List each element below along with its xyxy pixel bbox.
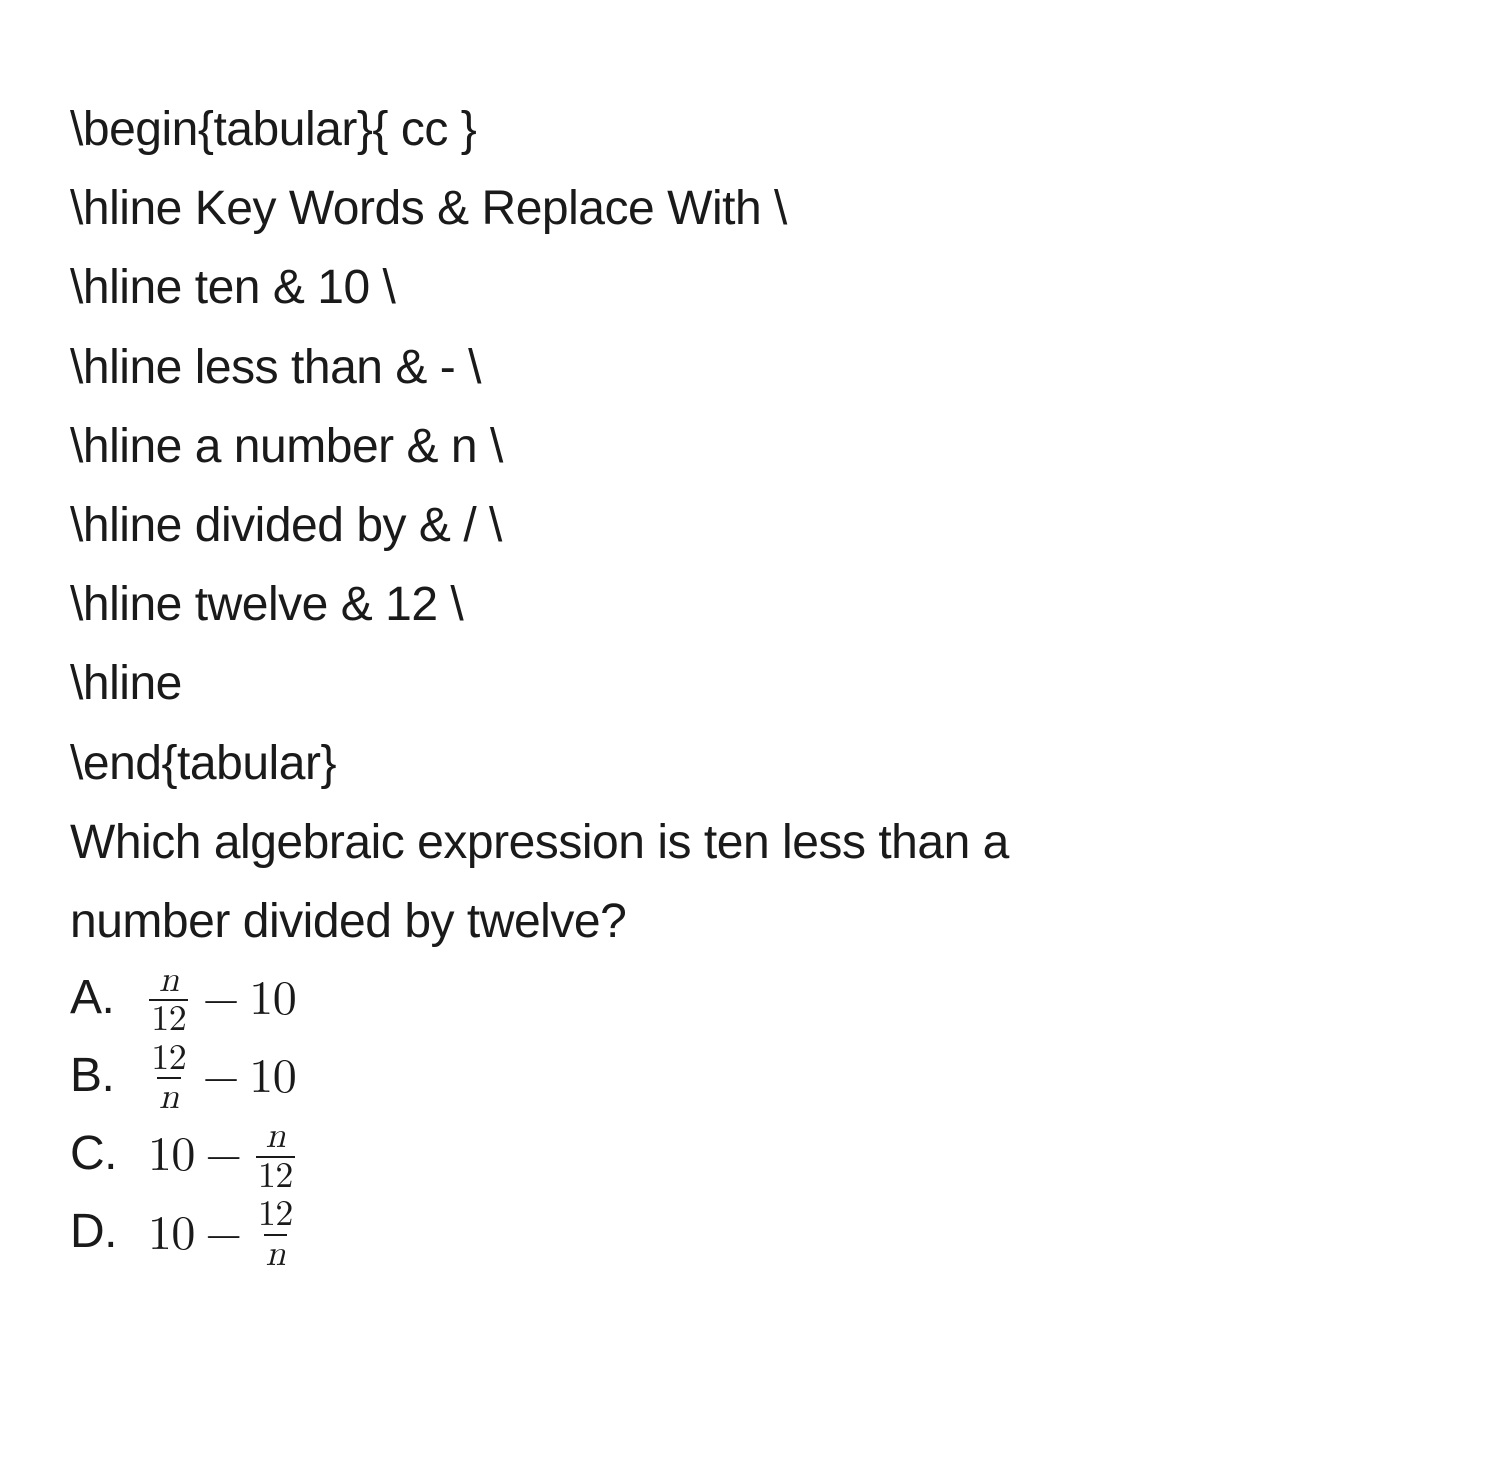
latex-row-divided: \hline divided by & / \	[70, 486, 1430, 565]
option-a-expression: n 12 − 10	[145, 962, 296, 1040]
question-line-2: number divided by twelve?	[70, 882, 1430, 961]
number-literal: 10	[249, 963, 296, 1037]
fraction-denominator: n	[264, 1234, 288, 1274]
latex-row-twelve: \hline twelve & 12 \	[70, 565, 1430, 644]
fraction-numerator: 12	[256, 1196, 295, 1234]
minus-operator: −	[205, 1198, 242, 1272]
latex-end: \end{tabular}	[70, 724, 1430, 803]
option-c-expression: 10 − n 12	[148, 1118, 299, 1196]
fraction-numerator: n	[157, 962, 181, 1000]
minus-operator: −	[202, 1041, 239, 1115]
fraction-denominator: n	[157, 1077, 181, 1117]
minus-operator: −	[202, 963, 239, 1037]
number-literal: 10	[148, 1198, 195, 1272]
question-line-1: Which algebraic expression is ten less t…	[70, 803, 1430, 882]
option-c: C. 10 − n 12	[70, 1117, 1430, 1195]
fraction: n 12	[256, 1118, 295, 1196]
latex-row-ten: \hline ten & 10 \	[70, 248, 1430, 327]
option-b-label: B.	[70, 1049, 114, 1102]
latex-row-header: \hline Key Words & Replace With \	[70, 169, 1430, 248]
fraction: n 12	[149, 962, 188, 1040]
option-d-label: D.	[70, 1205, 117, 1258]
option-b-expression: 12 n − 10	[145, 1040, 296, 1118]
latex-begin: \begin{tabular}{ cc }	[70, 90, 1430, 169]
option-a-label: A.	[70, 971, 114, 1024]
fraction-numerator: n	[264, 1118, 288, 1156]
fraction: 12 n	[256, 1196, 295, 1274]
document-page: \begin{tabular}{ cc } \hline Key Words &…	[0, 0, 1500, 1274]
latex-hline: \hline	[70, 644, 1430, 723]
latex-row-number: \hline a number & n \	[70, 407, 1430, 486]
option-d-expression: 10 − 12 n	[148, 1196, 299, 1274]
fraction: 12 n	[149, 1040, 188, 1118]
option-d: D. 10 − 12 n	[70, 1195, 1430, 1273]
number-literal: 10	[249, 1041, 296, 1115]
number-literal: 10	[148, 1119, 195, 1193]
minus-operator: −	[205, 1119, 242, 1193]
option-a: A. n 12 − 10	[70, 961, 1430, 1039]
latex-row-less: \hline less than & - \	[70, 328, 1430, 407]
fraction-numerator: 12	[149, 1040, 188, 1078]
option-c-label: C.	[70, 1127, 117, 1180]
fraction-denominator: 12	[256, 1156, 295, 1196]
option-b: B. 12 n − 10	[70, 1039, 1430, 1117]
fraction-denominator: 12	[149, 999, 188, 1039]
